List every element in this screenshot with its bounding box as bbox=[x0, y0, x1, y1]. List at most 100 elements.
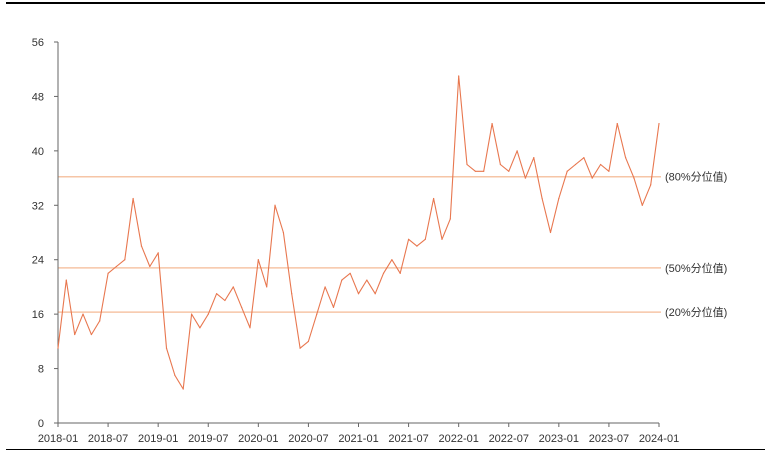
x-tick-label: 2022-01 bbox=[438, 433, 478, 445]
data-point bbox=[633, 177, 635, 179]
x-tick-label: 2020-07 bbox=[288, 433, 328, 445]
data-point bbox=[132, 197, 134, 200]
data-point bbox=[90, 333, 92, 336]
data-point bbox=[57, 347, 59, 349]
data-point bbox=[65, 279, 67, 281]
data-point bbox=[190, 313, 193, 315]
data-point bbox=[374, 293, 376, 295]
x-tick-label: 2018-01 bbox=[38, 433, 78, 445]
reference-line-label-0: (80%分位值) bbox=[665, 170, 727, 184]
data-point bbox=[499, 163, 502, 166]
data-point bbox=[224, 299, 226, 302]
data-point bbox=[165, 347, 168, 349]
data-point bbox=[566, 170, 568, 172]
data-point bbox=[433, 197, 435, 200]
data-point bbox=[424, 238, 426, 240]
data-point bbox=[574, 163, 577, 166]
data-point bbox=[558, 197, 560, 200]
x-tick-label: 2019-01 bbox=[138, 433, 178, 445]
data-point bbox=[291, 293, 293, 295]
data-point bbox=[616, 123, 618, 125]
data-point bbox=[124, 259, 126, 261]
data-point bbox=[99, 320, 101, 322]
data-point bbox=[625, 157, 627, 159]
x-tick-label: 2024-01 bbox=[639, 433, 679, 445]
data-point bbox=[549, 231, 552, 234]
data-point bbox=[508, 170, 510, 172]
y-tick-label: 56 bbox=[32, 37, 44, 49]
data-point bbox=[307, 340, 310, 342]
x-tick-label: 2019-07 bbox=[188, 433, 228, 445]
x-tick-label: 2020-01 bbox=[238, 433, 278, 445]
reference-line-label-2: (20%分位值) bbox=[665, 305, 727, 319]
data-point bbox=[416, 245, 418, 247]
data-point bbox=[641, 204, 643, 206]
x-tick-label: 2022-07 bbox=[489, 433, 529, 445]
reference-line-label-1: (50%分位值) bbox=[665, 261, 727, 275]
x-tick-label: 2023-01 bbox=[539, 433, 579, 445]
y-tick-label: 32 bbox=[32, 200, 44, 212]
data-point bbox=[241, 306, 243, 308]
x-tick-label: 2023-07 bbox=[589, 433, 629, 445]
series-line-0 bbox=[57, 75, 660, 390]
data-point bbox=[449, 218, 451, 220]
data-point bbox=[524, 177, 527, 179]
data-point bbox=[583, 157, 585, 159]
data-point bbox=[399, 272, 401, 274]
y-tick-label: 48 bbox=[32, 91, 44, 103]
bottom-border bbox=[6, 449, 765, 450]
data-point bbox=[491, 123, 493, 125]
data-point bbox=[115, 265, 118, 268]
data-point bbox=[157, 252, 159, 254]
data-point bbox=[466, 163, 468, 166]
data-point bbox=[608, 170, 610, 172]
y-tick-label: 16 bbox=[32, 309, 44, 321]
top-border bbox=[6, 2, 765, 4]
x-tick-label: 2018-07 bbox=[88, 433, 128, 445]
data-point bbox=[107, 272, 109, 274]
data-point bbox=[357, 293, 360, 295]
data-point bbox=[441, 238, 443, 240]
data-point bbox=[533, 157, 535, 159]
x-tick-label: 2021-07 bbox=[388, 433, 428, 445]
data-point bbox=[74, 333, 76, 336]
data-point bbox=[140, 245, 143, 247]
data-point bbox=[407, 238, 410, 240]
data-point bbox=[391, 259, 393, 261]
data-point bbox=[207, 313, 209, 315]
data-point bbox=[366, 279, 368, 281]
data-point bbox=[215, 293, 218, 295]
data-point bbox=[474, 170, 476, 172]
data-point bbox=[516, 150, 518, 152]
data-point bbox=[458, 75, 460, 77]
data-point bbox=[341, 279, 343, 281]
data-point bbox=[299, 347, 301, 349]
data-point bbox=[332, 306, 335, 308]
data-point bbox=[483, 170, 485, 172]
y-tick-label: 24 bbox=[32, 255, 44, 267]
data-point bbox=[650, 184, 652, 186]
data-point bbox=[541, 197, 543, 200]
data-point bbox=[149, 265, 151, 268]
data-point bbox=[591, 177, 593, 179]
data-point bbox=[232, 286, 234, 288]
data-point bbox=[182, 388, 184, 390]
data-point bbox=[174, 374, 176, 376]
data-point bbox=[382, 272, 385, 274]
data-point bbox=[316, 313, 318, 315]
data-point bbox=[349, 272, 351, 274]
data-point bbox=[82, 313, 84, 315]
data-point bbox=[266, 286, 268, 288]
data-point bbox=[658, 123, 660, 125]
y-tick-label: 8 bbox=[38, 364, 44, 376]
data-point bbox=[257, 259, 259, 261]
data-point bbox=[274, 204, 276, 206]
data-point bbox=[599, 163, 602, 166]
data-point bbox=[199, 327, 201, 329]
data-point bbox=[324, 286, 326, 288]
data-point bbox=[282, 231, 284, 234]
x-tick-label: 2021-01 bbox=[338, 433, 378, 445]
data-point bbox=[249, 327, 251, 329]
